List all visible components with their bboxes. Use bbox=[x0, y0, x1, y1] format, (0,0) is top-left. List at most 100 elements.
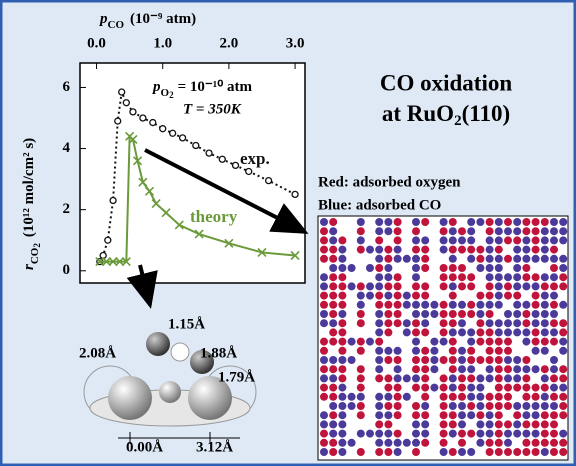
lattice-site bbox=[504, 292, 512, 300]
lattice-site bbox=[329, 439, 337, 447]
lattice-site bbox=[458, 273, 466, 281]
marker bbox=[150, 120, 156, 126]
lattice-site bbox=[476, 393, 484, 401]
lattice-site bbox=[394, 292, 402, 300]
lattice-site bbox=[486, 338, 494, 346]
lattice-site bbox=[440, 402, 448, 410]
lattice-site bbox=[329, 393, 337, 401]
lattice-site bbox=[559, 365, 567, 373]
lattice-site bbox=[513, 384, 521, 392]
lattice-site bbox=[495, 384, 503, 392]
lattice-site bbox=[320, 347, 328, 355]
lattice-site bbox=[366, 282, 374, 290]
lattice-site bbox=[375, 374, 383, 382]
lattice-site bbox=[338, 319, 346, 327]
lattice-site bbox=[357, 448, 365, 456]
lattice-site bbox=[486, 301, 494, 309]
lattice-site bbox=[412, 255, 420, 263]
lattice-site bbox=[532, 384, 540, 392]
lattice-site bbox=[384, 218, 392, 226]
lattice-site bbox=[504, 236, 512, 244]
lattice-site bbox=[522, 338, 530, 346]
lattice-site bbox=[329, 365, 337, 373]
lattice-site bbox=[338, 236, 346, 244]
lattice-site bbox=[412, 310, 420, 318]
lattice-site bbox=[532, 439, 540, 447]
lattice-site bbox=[440, 439, 448, 447]
lattice-site bbox=[329, 420, 337, 428]
lattice-site bbox=[375, 255, 383, 263]
lattice-site bbox=[532, 246, 540, 254]
lattice-site bbox=[412, 356, 420, 364]
lattice-site bbox=[375, 264, 383, 272]
lattice-site bbox=[513, 402, 521, 410]
lattice-site bbox=[458, 393, 466, 401]
lattice-site bbox=[495, 374, 503, 382]
lattice-site bbox=[449, 227, 457, 235]
lattice-site bbox=[421, 384, 429, 392]
lattice-site bbox=[550, 430, 558, 438]
lattice-site bbox=[338, 301, 346, 309]
lattice-site bbox=[504, 448, 512, 456]
lattice-site bbox=[449, 356, 457, 364]
lattice-site bbox=[320, 356, 328, 364]
lattice-site bbox=[357, 411, 365, 419]
lattice-site bbox=[559, 430, 567, 438]
lattice-site bbox=[458, 402, 466, 410]
lattice-site bbox=[412, 448, 420, 456]
lattice-site bbox=[532, 310, 540, 318]
lattice-site bbox=[320, 218, 328, 226]
panel-title: CO oxidation bbox=[380, 70, 512, 95]
lattice-site bbox=[440, 420, 448, 428]
lattice-site bbox=[541, 347, 549, 355]
lattice-site bbox=[541, 246, 549, 254]
lattice-site bbox=[320, 310, 328, 318]
marker bbox=[266, 178, 272, 184]
lattice-site bbox=[522, 402, 530, 410]
lattice-site bbox=[384, 292, 392, 300]
lattice-site bbox=[440, 227, 448, 235]
lattice-site bbox=[541, 310, 549, 318]
lattice-site bbox=[412, 430, 420, 438]
lattice-site bbox=[430, 301, 438, 309]
lattice-site bbox=[458, 420, 466, 428]
lattice-site bbox=[440, 310, 448, 318]
lattice-site bbox=[522, 374, 530, 382]
lattice-site bbox=[375, 273, 383, 281]
lattice-site bbox=[541, 301, 549, 309]
lattice-site bbox=[320, 420, 328, 428]
y-tick-label: 0 bbox=[63, 262, 71, 278]
lattice-site bbox=[550, 264, 558, 272]
lattice-site bbox=[449, 264, 457, 272]
lattice-site bbox=[394, 236, 402, 244]
lattice-site bbox=[458, 356, 466, 364]
lattice-site bbox=[430, 347, 438, 355]
lattice-site bbox=[449, 273, 457, 281]
lattice-site bbox=[476, 328, 484, 336]
lattice-site bbox=[421, 255, 429, 263]
lattice-site bbox=[449, 347, 457, 355]
lattice-site bbox=[338, 393, 346, 401]
lattice-site bbox=[495, 264, 503, 272]
lattice-site bbox=[384, 420, 392, 428]
lattice-site bbox=[421, 430, 429, 438]
lattice-site bbox=[486, 218, 494, 226]
lattice-site bbox=[532, 301, 540, 309]
y-tick-label: 6 bbox=[63, 79, 71, 95]
lattice-site bbox=[449, 255, 457, 263]
lattice-site bbox=[513, 365, 521, 373]
lattice-site bbox=[449, 402, 457, 410]
lattice-site bbox=[504, 319, 512, 327]
lattice-site bbox=[495, 439, 503, 447]
lattice-site bbox=[486, 393, 494, 401]
lattice-site bbox=[550, 365, 558, 373]
y-tick-label: 4 bbox=[63, 140, 71, 156]
lattice-site bbox=[476, 264, 484, 272]
lattice-site bbox=[486, 448, 494, 456]
lattice-site bbox=[357, 402, 365, 410]
lattice-site bbox=[357, 301, 365, 309]
lattice-site bbox=[375, 246, 383, 254]
lattice-site bbox=[320, 430, 328, 438]
lattice-site bbox=[458, 310, 466, 318]
lattice-site bbox=[384, 411, 392, 419]
